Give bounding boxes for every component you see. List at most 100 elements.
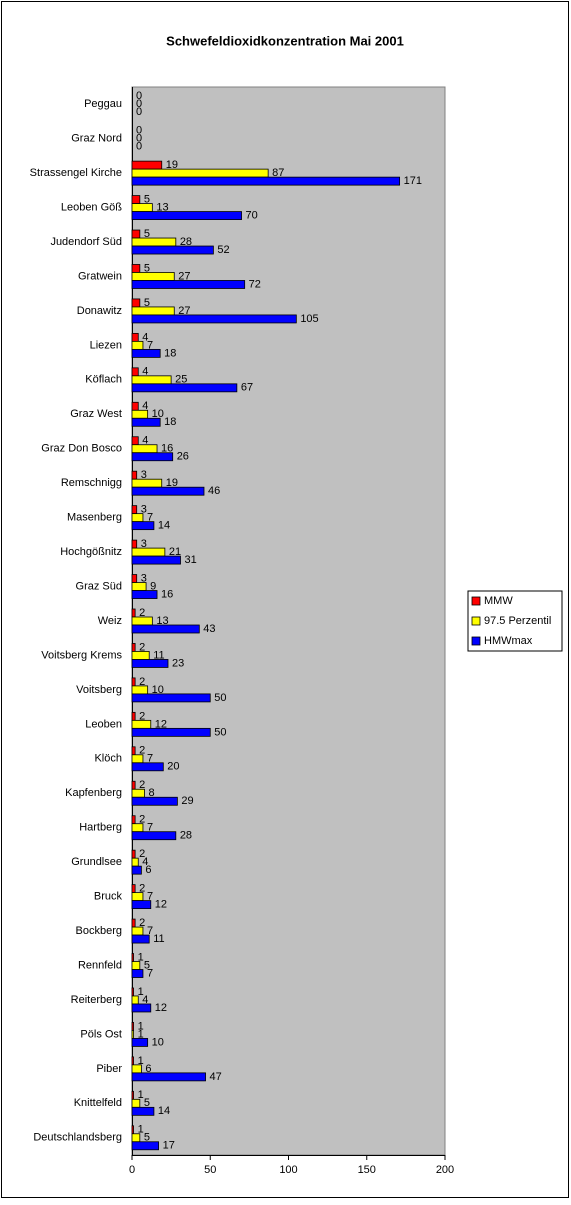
data-label: 1 [138,1020,144,1032]
data-label: 2 [139,745,145,757]
data-label: 0 [136,106,142,118]
legend-label: HMWmax [484,635,533,647]
y-tick-label: Graz Nord [71,133,122,145]
y-tick-label: Judendorf Süd [50,236,122,248]
x-tick-label: 50 [204,1164,216,1176]
data-label: 6 [145,864,151,876]
data-label: 0 [136,98,142,110]
data-label: 1 [138,1055,144,1067]
data-label: 19 [166,159,178,171]
plot-area [131,86,446,1156]
data-label: 5 [144,1097,150,1109]
data-label: 25 [175,374,187,386]
bar [131,953,134,962]
y-tick-label: Reiterberg [71,994,122,1006]
bar [131,539,138,549]
bar [131,857,139,867]
bar [131,306,175,316]
bar [131,367,139,377]
bar [131,969,144,978]
data-label: 16 [161,443,173,455]
data-label: 7 [147,967,153,979]
data-label: 2 [139,641,145,653]
y-tick-label: Grundlsee [71,856,122,868]
data-label: 4 [142,331,148,343]
y-tick-label: Leoben [85,718,122,730]
bar [131,298,141,308]
bar [131,677,136,687]
y-tick-label: Donawitz [77,305,122,317]
data-label: 21 [169,546,181,558]
data-label: 28 [180,236,192,248]
data-label: 7 [147,339,153,351]
data-label: 11 [153,933,164,945]
legend-swatch [471,596,481,606]
data-label: 27 [178,305,190,317]
y-tick-label: Liezen [90,339,122,351]
data-label: 52 [217,244,229,256]
data-label: 23 [172,657,184,669]
bar [131,176,401,186]
x-tick-label: 100 [279,1164,297,1176]
bar [131,1125,134,1135]
bar [131,1038,149,1047]
bar [131,582,147,591]
bar [131,727,211,737]
data-label: 29 [181,795,193,807]
data-label: 47 [210,1071,222,1083]
data-label: 171 [404,175,422,187]
bar [131,505,138,515]
data-label: 5 [144,193,150,205]
bar [131,865,142,875]
data-label: 5 [144,1132,150,1144]
x-tick-label: 0 [129,1164,135,1176]
bar [131,203,153,212]
bar [131,926,144,936]
data-label: 46 [208,485,220,497]
bar [131,796,178,806]
data-label: 31 [185,554,197,566]
y-tick-label: Leoben Göß [61,201,122,213]
data-label: 10 [152,684,164,696]
y-tick-label: Peggau [84,98,122,110]
bar [131,555,181,565]
data-label: 11 [153,649,164,661]
data-label: 1 [138,1124,144,1136]
chart-title: Schwefeldioxidkonzentration Mai 2001 [166,33,404,48]
bar [131,815,136,825]
bar [131,659,169,668]
bar [131,237,177,247]
bar [131,1098,141,1108]
data-label: 4 [142,435,148,447]
bar [131,1056,134,1066]
y-tick-label: Masenberg [67,512,122,524]
bar [131,1072,206,1082]
y-tick-label: Graz Don Bosco [41,443,122,455]
bar [131,264,141,273]
data-label: 2 [139,676,145,688]
bar [131,1141,160,1151]
y-tick-label: Gratwein [78,270,122,282]
bar [131,168,269,178]
y-tick-label: Piber [96,1063,122,1075]
legend-swatch [471,636,481,646]
legend-box [467,590,563,652]
data-label: 7 [147,891,153,903]
bar [131,624,200,634]
bar [131,643,136,652]
data-label: 7 [147,753,153,765]
bar [131,272,175,281]
bar [131,375,172,385]
data-label: 3 [141,504,147,516]
data-label: 14 [158,1105,170,1117]
data-label: 8 [149,787,155,799]
data-label: 12 [155,899,167,911]
bar [131,719,152,729]
data-label: 2 [139,848,145,860]
bar [131,780,136,790]
data-label: 3 [141,469,147,481]
bar [131,401,139,411]
data-label: 9 [150,580,156,592]
data-label: 12 [155,1002,167,1014]
data-label: 7 [147,822,153,834]
